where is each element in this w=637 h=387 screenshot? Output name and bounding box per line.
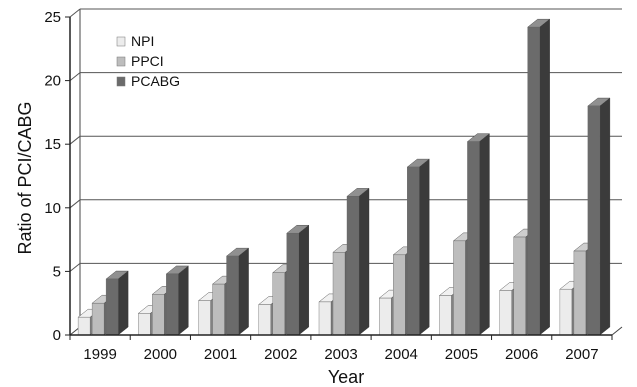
- bar-front: [407, 166, 420, 336]
- floor-edge: [611, 326, 623, 336]
- x-tick-label: 2002: [264, 346, 297, 363]
- y-tick-label: 25: [44, 9, 61, 26]
- bar-pcabg-2007: [587, 97, 611, 336]
- bar-front: [393, 254, 406, 336]
- bar-pcabg-1999: [105, 270, 129, 336]
- bars: [77, 18, 611, 336]
- bar-front: [513, 236, 526, 336]
- bar-front: [439, 295, 452, 336]
- bar-side: [599, 97, 611, 336]
- x-tick-label: 2005: [445, 346, 478, 363]
- gridline: [69, 135, 81, 145]
- bar-front: [258, 304, 271, 336]
- legend-label: PPCI: [131, 53, 164, 69]
- bar-front: [166, 273, 179, 336]
- bar-front: [105, 278, 119, 336]
- x-tick-label: 1999: [83, 346, 116, 363]
- legend-swatch: [116, 76, 126, 87]
- legend: NPI PPCI PCABG: [116, 33, 180, 89]
- bar-pcabg-2000: [165, 265, 189, 336]
- bar-side: [358, 187, 370, 336]
- bar-front: [286, 233, 299, 336]
- bar-pcabg-2005: [466, 133, 491, 336]
- bar-side: [298, 224, 309, 336]
- bar-side: [117, 270, 129, 336]
- bar-pcabg-2001: [225, 247, 250, 336]
- y-axis-title: Ratio of PCI/CABG: [15, 101, 35, 254]
- y-tick-label: 20: [44, 73, 61, 90]
- legend-label: PCABG: [131, 73, 180, 89]
- bar-pcabg-2003: [346, 187, 370, 336]
- y-tick-label: 5: [53, 263, 61, 280]
- bar-front: [318, 301, 332, 336]
- legend-swatch: [116, 36, 126, 47]
- bar-front: [77, 316, 91, 336]
- legend-item-npi: NPI: [116, 33, 154, 49]
- y-tick-label: 0: [53, 327, 61, 344]
- legend-item-ppci: PPCI: [116, 53, 164, 69]
- gridline: [69, 72, 81, 81]
- bar-front: [573, 250, 587, 336]
- bar-front: [152, 294, 165, 336]
- legend-label: NPI: [131, 33, 154, 49]
- x-tick-label: 2003: [324, 346, 357, 363]
- axes: 0 5 10 15 20 25 1999 2000 2001 2002 2003 2004 2005 20…: [44, 9, 613, 363]
- bar-front: [332, 252, 346, 336]
- bar-pcabg-2006: [527, 18, 551, 336]
- gridline: [69, 263, 81, 272]
- y-tick-label: 15: [44, 136, 61, 153]
- x-tick-label: 2004: [385, 346, 418, 363]
- gridline: [69, 199, 81, 209]
- bar-side: [539, 18, 550, 336]
- y-tick-label: 10: [44, 200, 61, 217]
- bar-pcabg-2002: [286, 224, 310, 336]
- bar-front: [499, 290, 512, 336]
- legend-swatch: [116, 56, 126, 67]
- bar-front: [212, 283, 225, 336]
- bar-pcabg-2004: [406, 158, 430, 336]
- bar-front: [587, 105, 601, 336]
- bar-front: [379, 297, 392, 336]
- bar-side: [479, 133, 490, 336]
- gridline: [69, 8, 81, 18]
- bar-front: [198, 300, 211, 336]
- bar-front: [346, 196, 360, 336]
- x-axis-title: Year: [328, 367, 364, 387]
- bar-front: [138, 313, 151, 336]
- bar-front: [91, 303, 105, 336]
- x-tick-label: 2001: [204, 346, 237, 363]
- bar-side: [419, 158, 430, 336]
- bar-side: [238, 247, 249, 336]
- bar-front: [559, 289, 573, 336]
- bar-front: [272, 272, 285, 336]
- bar-front: [226, 255, 239, 336]
- bar-front: [467, 141, 480, 336]
- x-tick-label: 2006: [505, 346, 538, 363]
- bar-front: [527, 26, 540, 336]
- bar-side: [178, 265, 189, 336]
- x-tick-label: 2000: [144, 346, 177, 363]
- x-tick-label: 2007: [565, 346, 598, 363]
- legend-item-pcabg: PCABG: [116, 73, 180, 89]
- bar-front: [453, 240, 466, 336]
